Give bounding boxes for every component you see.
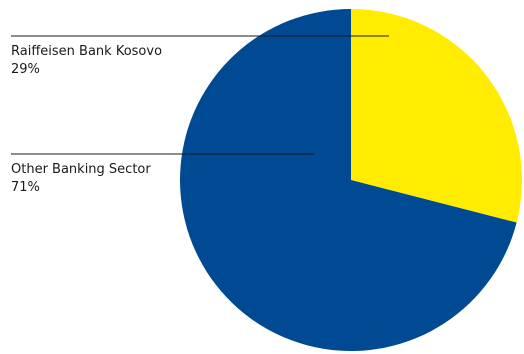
slice-label-name: Other Banking Sector [11, 162, 151, 177]
slice-label-percent: 29% [11, 62, 40, 77]
slice-label-other-banking: Other Banking Sector 71% [11, 161, 151, 197]
pie-slice-0 [351, 9, 523, 223]
leader-lines [11, 35, 389, 155]
slice-label-name: Raiffeisen Bank Kosovo [11, 44, 163, 59]
pie-slice-1 [180, 9, 517, 351]
slice-label-percent: 71% [11, 180, 40, 195]
slice-label-raiffeisen: Raiffeisen Bank Kosovo 29% [11, 43, 162, 79]
pie-slices [180, 9, 523, 351]
